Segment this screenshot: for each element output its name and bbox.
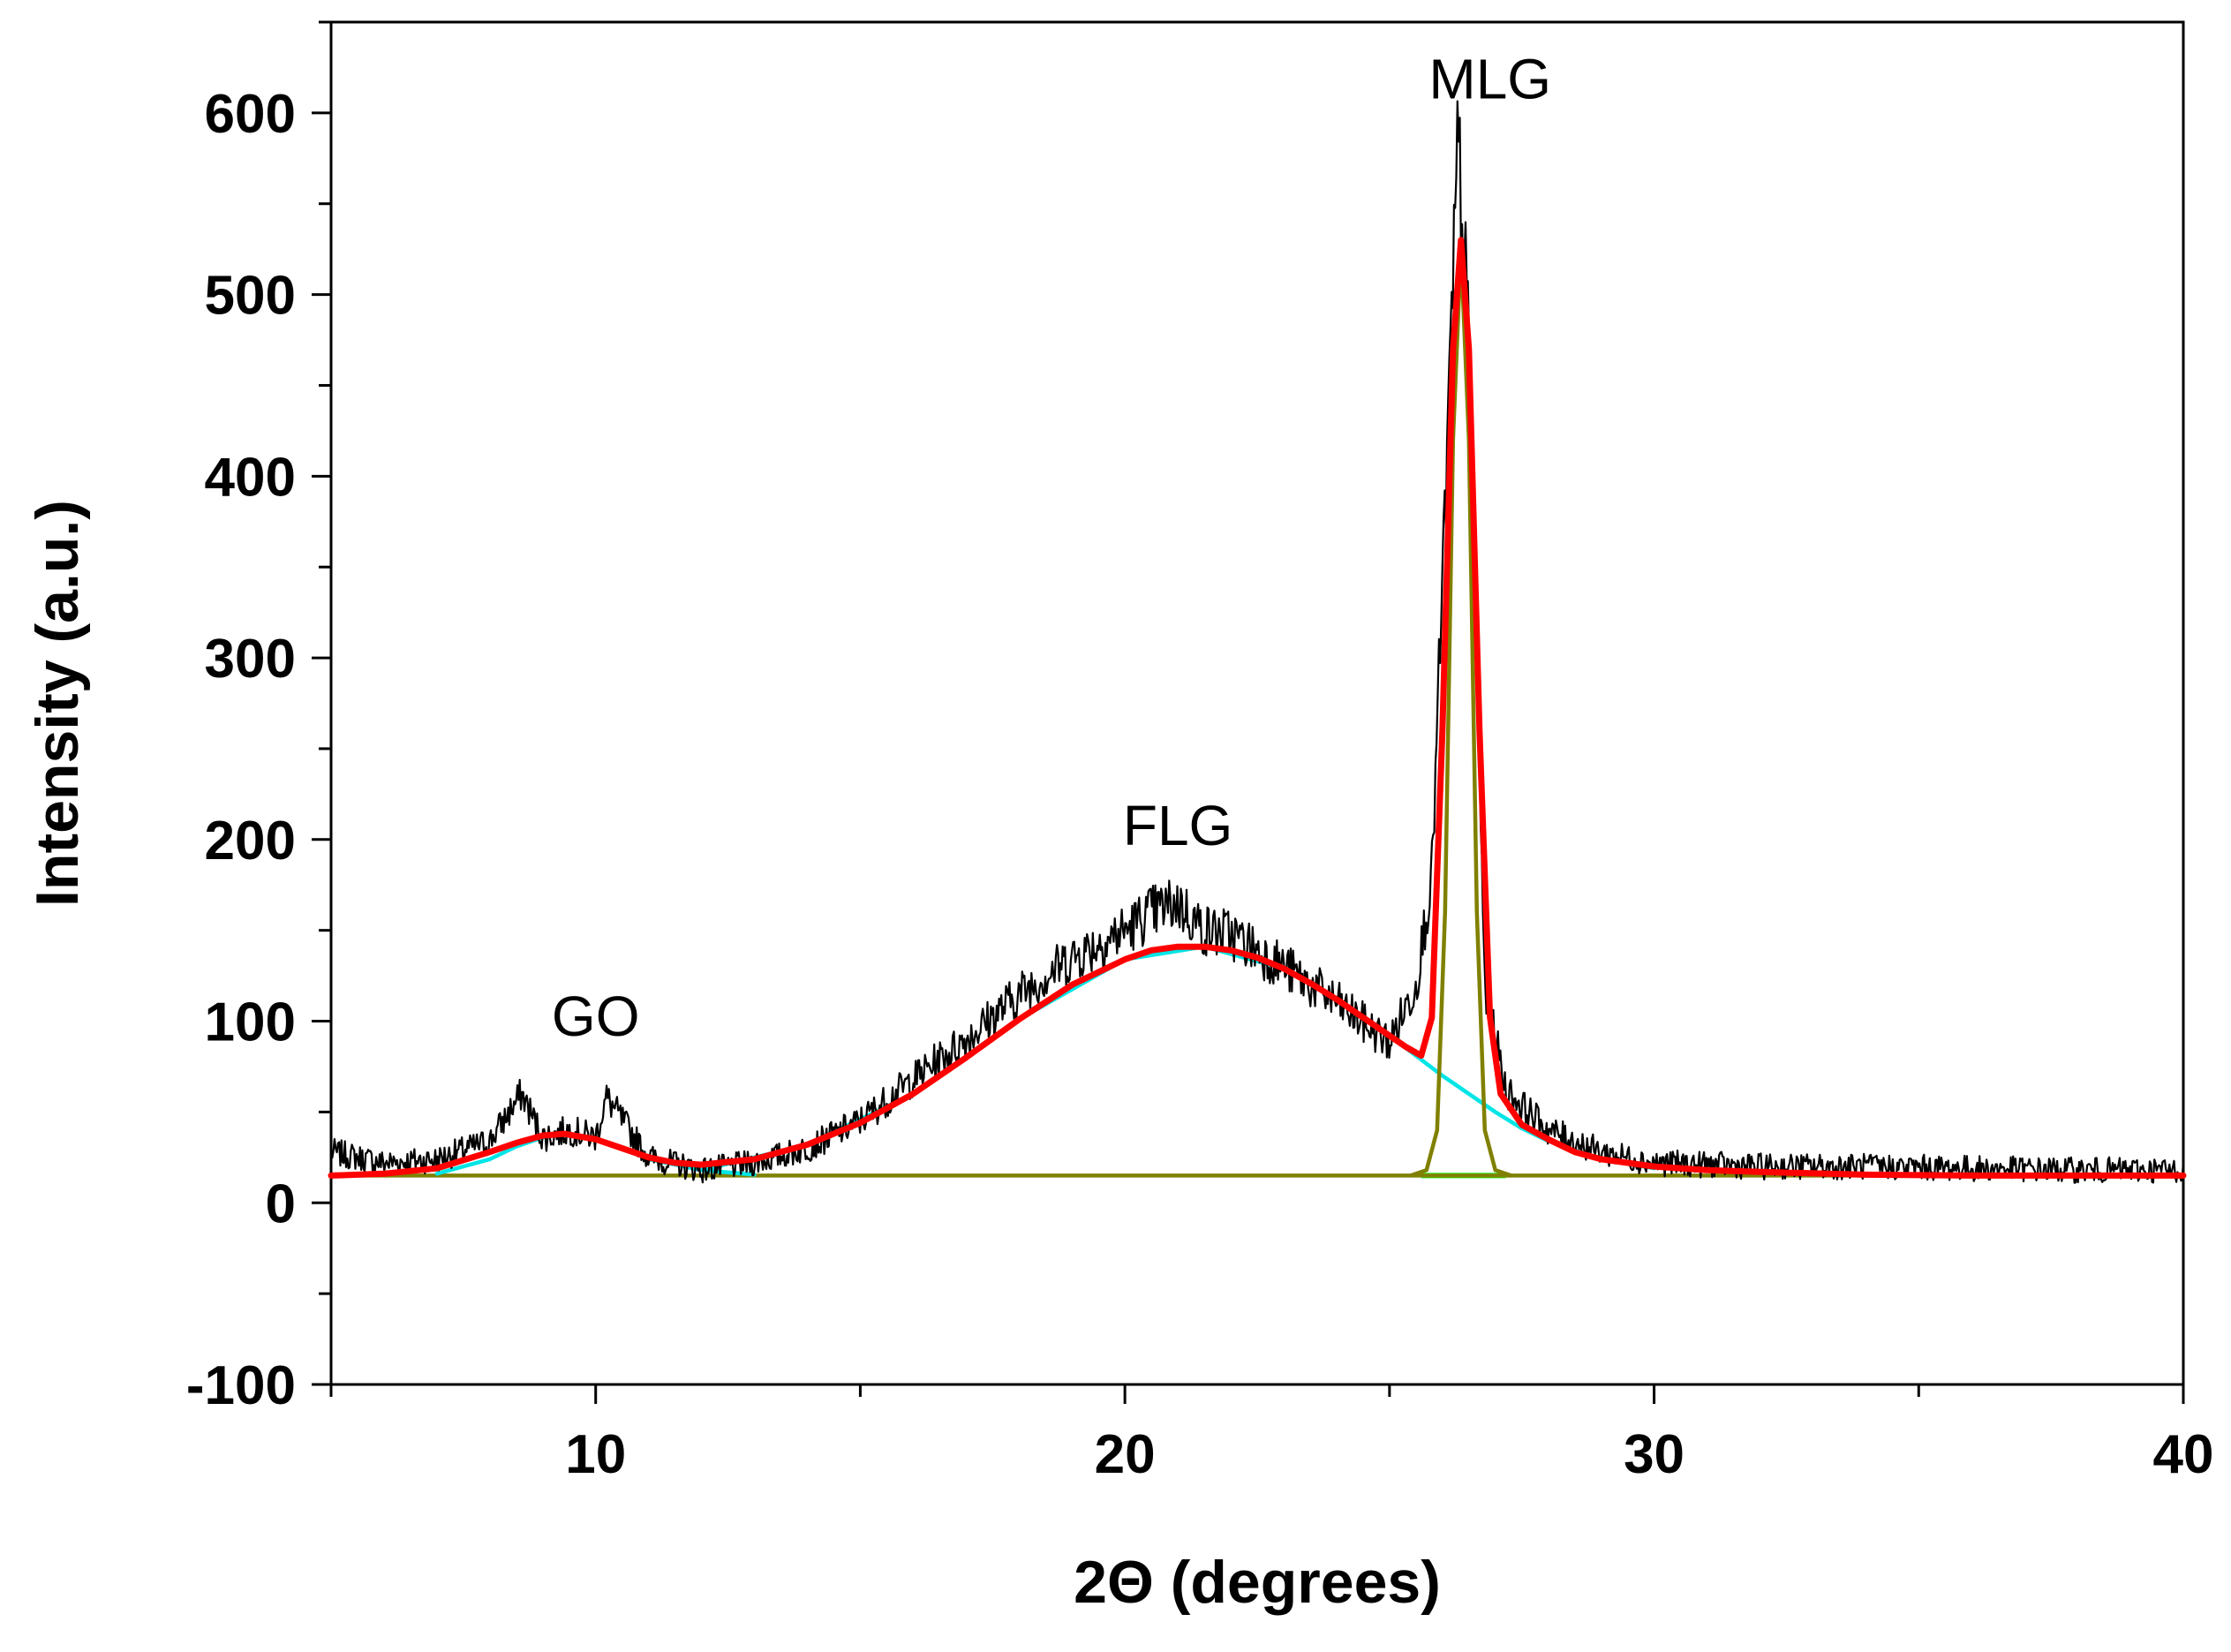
y-tick-label: 100 (205, 992, 296, 1053)
annotation-flg: FLG (1123, 794, 1232, 857)
annotation-go: GO (552, 984, 640, 1048)
x-tick-label: 40 (2153, 1424, 2214, 1485)
y-tick-label: -100 (186, 1355, 296, 1416)
y-tick-label: 0 (266, 1173, 296, 1234)
y-tick-label: 200 (205, 811, 296, 871)
series-measured-xrd (329, 100, 2185, 1184)
plot-frame (329, 20, 2185, 1386)
series-layer (328, 100, 2187, 1184)
x-tick-label: 20 (1095, 1424, 1156, 1485)
y-tick-label: 300 (205, 629, 296, 690)
y-tick-label: 500 (205, 266, 296, 327)
x-tick-label: 10 (565, 1424, 626, 1485)
y-axis-title: Intensity (a.u.) (24, 500, 91, 907)
series-cumulative-fit (328, 237, 2187, 1179)
x-tick-label: 30 (1624, 1424, 1685, 1485)
peak-annotations: GO FLG MLG (552, 47, 1551, 1048)
y-tick-label: 400 (205, 447, 296, 508)
annotation-mlg: MLG (1428, 47, 1551, 110)
plot-area (329, 20, 2185, 1386)
y-tick-label: 600 (205, 84, 296, 145)
x-axis-title: 2Θ (degrees) (1074, 1549, 1441, 1616)
axis-ticks: 10 20 30 40 -100 0 100 200 300 400 500 600 (186, 20, 2214, 1485)
series-flg-peak (699, 944, 1656, 1173)
